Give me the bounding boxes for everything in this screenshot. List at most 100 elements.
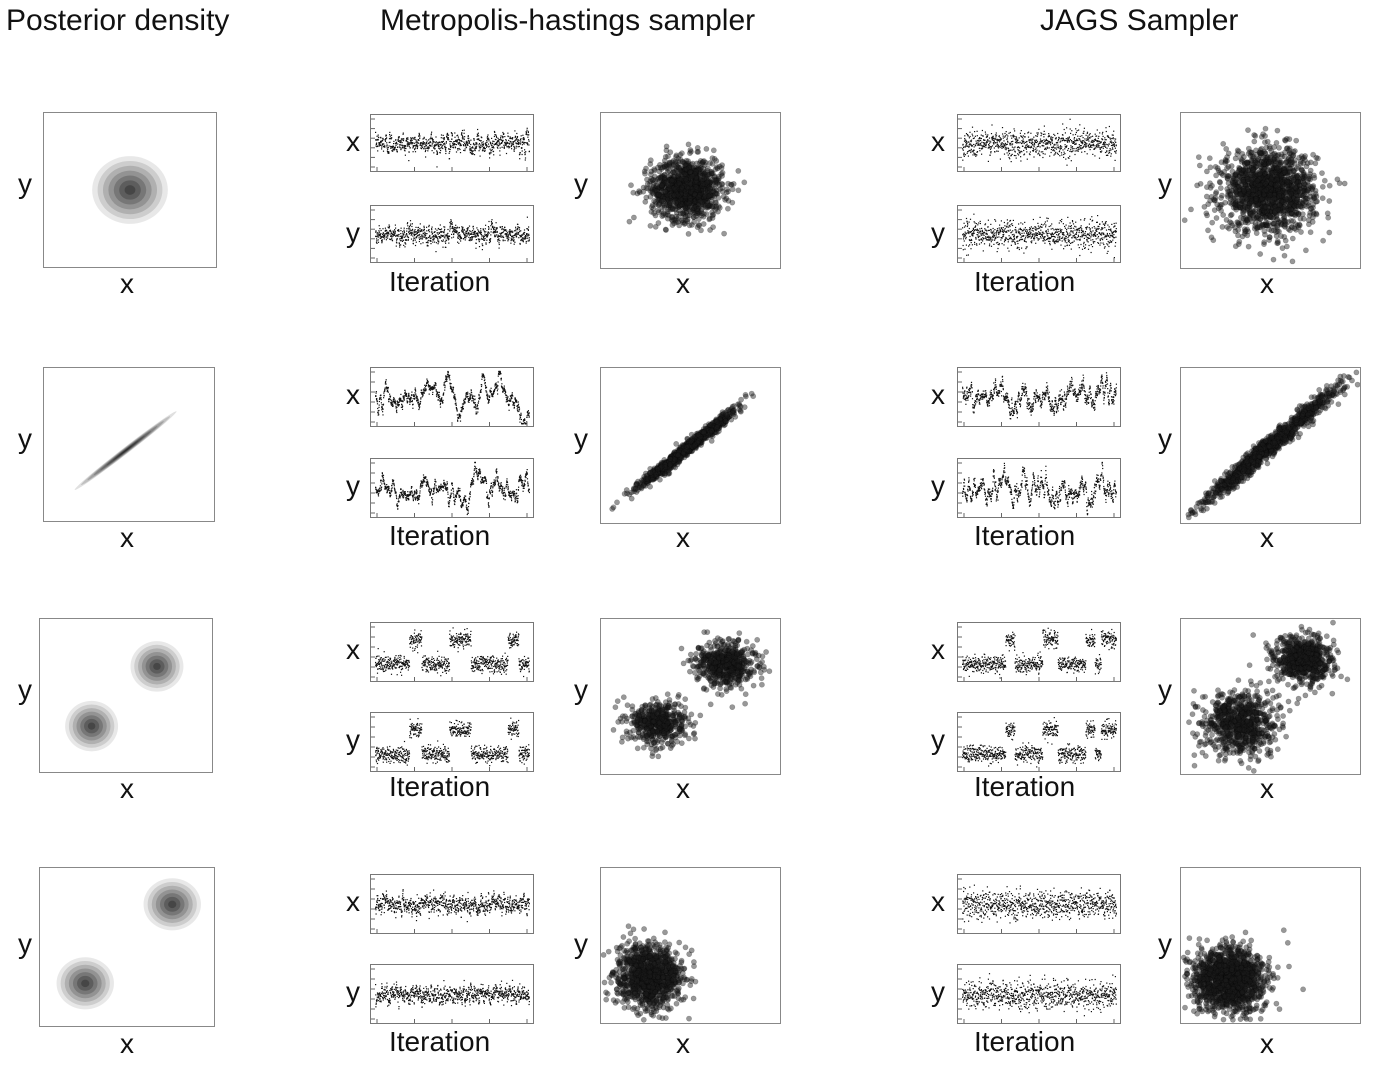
scatter-point xyxy=(655,191,662,198)
scatter-point xyxy=(652,199,659,205)
trace-sample xyxy=(1041,226,1043,228)
trace-sample xyxy=(402,140,405,142)
trace-sample xyxy=(1098,141,1100,143)
trace-sample xyxy=(1099,223,1101,225)
scatter-point xyxy=(694,207,700,214)
scatter-point xyxy=(673,181,680,188)
scatter-point xyxy=(705,193,712,199)
trace-sample xyxy=(1025,141,1027,143)
scatter-point xyxy=(1276,194,1282,201)
trace-sample xyxy=(974,131,976,133)
trace-sample xyxy=(516,136,519,138)
trace-sample xyxy=(1073,141,1075,143)
trace-sample xyxy=(1103,232,1105,234)
trace-sample xyxy=(480,228,482,230)
scatter-point xyxy=(681,175,687,182)
scatter-point xyxy=(656,178,662,185)
trace-sample xyxy=(1011,146,1013,148)
trace-sample xyxy=(454,231,456,233)
scatter-point xyxy=(1203,210,1210,217)
trace-sample xyxy=(393,233,395,235)
scatter-point xyxy=(671,179,677,186)
trace-sample xyxy=(460,237,463,240)
trace-sample xyxy=(1115,150,1117,152)
trace-sample xyxy=(1001,143,1003,145)
trace-sample xyxy=(389,135,391,137)
trace-sample xyxy=(1075,128,1077,130)
trace-sample xyxy=(1065,158,1067,160)
trace-sample xyxy=(1103,141,1106,143)
scatter-point xyxy=(673,197,680,204)
trace-sample xyxy=(1063,232,1065,234)
scatter-point xyxy=(678,199,685,205)
trace-sample xyxy=(1035,226,1037,228)
scatter-point xyxy=(697,193,704,200)
trace-sample xyxy=(459,234,461,236)
trace-sample xyxy=(1114,151,1116,153)
scatter-point xyxy=(677,181,683,187)
trace-sample xyxy=(1044,242,1046,244)
trace-sample xyxy=(1055,229,1058,231)
trace-sample xyxy=(1095,145,1097,147)
trace-sample xyxy=(474,144,476,146)
scatter-point xyxy=(693,185,699,192)
trace-sample xyxy=(1018,146,1020,148)
trace-sample xyxy=(377,236,379,238)
scatter-point xyxy=(693,180,700,187)
trace-sample xyxy=(992,142,994,144)
trace-sample xyxy=(1114,231,1116,233)
trace-sample xyxy=(416,145,418,147)
trace-sample xyxy=(1077,234,1079,236)
trace-sample xyxy=(1023,149,1025,152)
trace-sample xyxy=(1113,143,1116,145)
scatter-point xyxy=(658,198,665,204)
trace-sample xyxy=(963,235,965,237)
scatter-point xyxy=(1244,182,1251,189)
scatter-point xyxy=(1262,160,1269,166)
trace-sample xyxy=(499,143,501,145)
scatter-point xyxy=(715,208,721,215)
trace-sample xyxy=(1112,239,1114,241)
trace-sample xyxy=(988,238,990,240)
scatter-point xyxy=(654,183,660,189)
trace-sample xyxy=(423,225,425,227)
trace-sample xyxy=(1112,145,1114,147)
trace-sample xyxy=(1046,139,1048,141)
scatter-point xyxy=(689,198,695,205)
scatter-point xyxy=(698,188,704,194)
scatter-point xyxy=(687,203,693,210)
scatter-point xyxy=(672,206,679,213)
trace-sample xyxy=(376,142,378,144)
scatter-point xyxy=(667,177,674,183)
trace-sample xyxy=(991,235,994,238)
trace-sample xyxy=(435,144,437,146)
trace-sample xyxy=(974,243,976,245)
trace-sample xyxy=(1075,142,1077,144)
scatter-point xyxy=(1273,208,1280,215)
trace-sample xyxy=(966,220,968,222)
trace-sample xyxy=(415,237,418,239)
trace-sample xyxy=(406,228,408,230)
scatter-point xyxy=(700,181,707,187)
trace-sample xyxy=(1034,232,1037,234)
scatter-point xyxy=(683,175,689,182)
scatter-point xyxy=(658,182,665,189)
trace-sample xyxy=(1009,229,1011,231)
scatter-point xyxy=(690,201,697,208)
trace-sample xyxy=(425,149,427,151)
scatter-point xyxy=(690,173,697,179)
trace-sample xyxy=(1072,230,1074,232)
trace-sample xyxy=(1063,238,1065,240)
trace-sample xyxy=(995,132,997,134)
trace-sample xyxy=(493,130,496,133)
trace-sample xyxy=(452,144,454,146)
trace-sample xyxy=(404,236,406,238)
trace-sample xyxy=(378,142,381,144)
trace-sample xyxy=(1009,142,1011,144)
trace-sample xyxy=(443,137,445,139)
trace-sample xyxy=(501,232,503,234)
trace-sample xyxy=(408,233,410,235)
scatter-point xyxy=(680,169,687,175)
trace-sample xyxy=(1039,154,1041,157)
scatter-point xyxy=(1288,151,1295,158)
